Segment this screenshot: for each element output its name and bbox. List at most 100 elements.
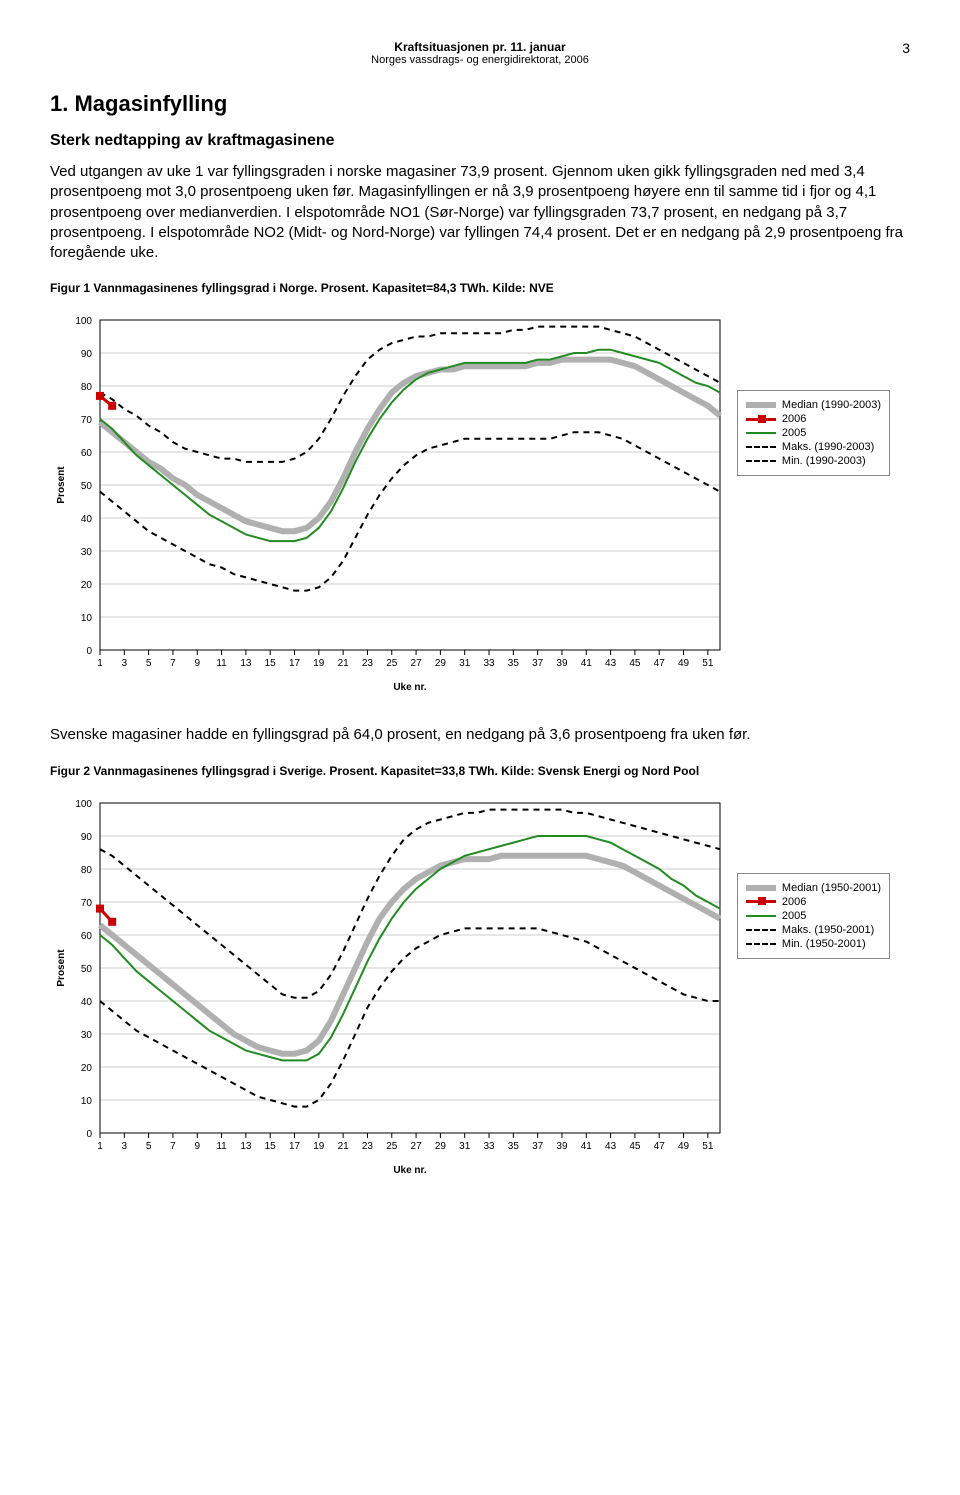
svg-text:70: 70 bbox=[81, 898, 93, 909]
svg-text:Prosent: Prosent bbox=[56, 466, 67, 504]
svg-text:25: 25 bbox=[386, 658, 398, 669]
page-header: Kraftsituasjonen pr. 11. januar Norges v… bbox=[50, 40, 910, 66]
page-number: 3 bbox=[902, 40, 910, 56]
svg-text:27: 27 bbox=[411, 1141, 423, 1152]
svg-text:27: 27 bbox=[411, 658, 423, 669]
svg-text:21: 21 bbox=[338, 1141, 350, 1152]
svg-text:5: 5 bbox=[146, 658, 152, 669]
section-body: Ved utgangen av uke 1 var fyllingsgraden… bbox=[50, 162, 910, 263]
svg-text:45: 45 bbox=[629, 1141, 641, 1152]
svg-text:39: 39 bbox=[556, 1141, 568, 1152]
svg-text:33: 33 bbox=[483, 1141, 495, 1152]
svg-text:29: 29 bbox=[435, 1141, 447, 1152]
svg-text:23: 23 bbox=[362, 1141, 374, 1152]
svg-text:35: 35 bbox=[508, 1141, 520, 1152]
svg-text:11: 11 bbox=[216, 658, 227, 669]
figure2-chart: 0102030405060708090100135791113151719212… bbox=[50, 788, 890, 1178]
svg-text:41: 41 bbox=[581, 1141, 593, 1152]
svg-text:29: 29 bbox=[435, 658, 447, 669]
svg-text:100: 100 bbox=[75, 799, 92, 810]
svg-text:37: 37 bbox=[532, 658, 544, 669]
svg-text:43: 43 bbox=[605, 1141, 617, 1152]
figure1-chart: 0102030405060708090100135791113151719212… bbox=[50, 305, 890, 695]
svg-text:47: 47 bbox=[654, 1141, 666, 1152]
svg-text:49: 49 bbox=[678, 658, 690, 669]
svg-text:33: 33 bbox=[483, 658, 495, 669]
svg-text:47: 47 bbox=[654, 658, 666, 669]
svg-text:17: 17 bbox=[289, 658, 301, 669]
svg-text:23: 23 bbox=[362, 658, 374, 669]
svg-text:39: 39 bbox=[556, 658, 568, 669]
svg-text:Prosent: Prosent bbox=[56, 948, 67, 986]
legend-item: Min. (1950-2001) bbox=[746, 938, 881, 950]
svg-text:50: 50 bbox=[81, 481, 93, 492]
svg-text:31: 31 bbox=[459, 1141, 471, 1152]
svg-text:90: 90 bbox=[81, 349, 93, 360]
svg-text:7: 7 bbox=[170, 658, 176, 669]
svg-text:37: 37 bbox=[532, 1141, 544, 1152]
legend-item: Maks. (1950-2001) bbox=[746, 924, 881, 936]
svg-text:10: 10 bbox=[81, 613, 93, 624]
svg-text:9: 9 bbox=[194, 1141, 200, 1152]
header-subtitle: Norges vassdrags- og energidirektorat, 2… bbox=[50, 54, 910, 66]
svg-text:1: 1 bbox=[97, 658, 103, 669]
svg-text:3: 3 bbox=[122, 658, 128, 669]
svg-text:21: 21 bbox=[338, 658, 350, 669]
svg-text:50: 50 bbox=[81, 964, 93, 975]
svg-text:31: 31 bbox=[459, 658, 471, 669]
svg-text:1: 1 bbox=[97, 1141, 103, 1152]
legend-item: Median (1990-2003) bbox=[746, 399, 881, 411]
svg-text:60: 60 bbox=[81, 448, 93, 459]
svg-text:80: 80 bbox=[81, 382, 93, 393]
mid-text: Svenske magasiner hadde en fyllingsgrad … bbox=[50, 725, 910, 745]
figure1-legend: Median (1990-2003)20062005Maks. (1990-20… bbox=[737, 390, 890, 476]
svg-text:13: 13 bbox=[240, 1141, 252, 1152]
svg-text:41: 41 bbox=[581, 658, 593, 669]
svg-text:25: 25 bbox=[386, 1141, 398, 1152]
svg-text:20: 20 bbox=[81, 1063, 93, 1074]
svg-text:Uke nr.: Uke nr. bbox=[393, 682, 427, 693]
svg-text:35: 35 bbox=[508, 658, 520, 669]
svg-text:90: 90 bbox=[81, 832, 93, 843]
svg-text:7: 7 bbox=[170, 1141, 176, 1152]
svg-text:0: 0 bbox=[86, 646, 92, 657]
svg-text:17: 17 bbox=[289, 1141, 301, 1152]
legend-item: 2005 bbox=[746, 910, 881, 922]
svg-text:60: 60 bbox=[81, 931, 93, 942]
svg-text:15: 15 bbox=[265, 1141, 277, 1152]
svg-text:15: 15 bbox=[265, 658, 277, 669]
svg-text:Uke nr.: Uke nr. bbox=[393, 1165, 427, 1176]
svg-text:51: 51 bbox=[702, 658, 714, 669]
legend-item: Median (1950-2001) bbox=[746, 882, 881, 894]
svg-text:20: 20 bbox=[81, 580, 93, 591]
legend-item: 2005 bbox=[746, 427, 881, 439]
legend-item: Min. (1990-2003) bbox=[746, 455, 881, 467]
legend-item: Maks. (1990-2003) bbox=[746, 441, 881, 453]
svg-text:19: 19 bbox=[313, 1141, 325, 1152]
svg-text:19: 19 bbox=[313, 658, 325, 669]
svg-text:45: 45 bbox=[629, 658, 641, 669]
svg-text:0: 0 bbox=[86, 1129, 92, 1140]
legend-item: 2006 bbox=[746, 896, 881, 908]
svg-text:9: 9 bbox=[194, 658, 200, 669]
svg-text:5: 5 bbox=[146, 1141, 152, 1152]
svg-text:43: 43 bbox=[605, 658, 617, 669]
svg-text:40: 40 bbox=[81, 514, 93, 525]
figure2-legend: Median (1950-2001) 2006 2005 Maks. (1950-20… bbox=[737, 873, 890, 959]
svg-text:3: 3 bbox=[122, 1141, 128, 1152]
figure2-caption: Figur 2 Vannmagasinenes fyllingsgrad i S… bbox=[50, 764, 910, 778]
svg-text:70: 70 bbox=[81, 415, 93, 426]
figure1-caption: Figur 1 Vannmagasinenes fyllingsgrad i N… bbox=[50, 281, 910, 295]
svg-text:30: 30 bbox=[81, 547, 93, 558]
svg-text:100: 100 bbox=[75, 316, 92, 327]
svg-text:40: 40 bbox=[81, 997, 93, 1008]
svg-text:13: 13 bbox=[240, 658, 252, 669]
svg-text:49: 49 bbox=[678, 1141, 690, 1152]
svg-text:51: 51 bbox=[702, 1141, 714, 1152]
svg-text:80: 80 bbox=[81, 865, 93, 876]
section-subtitle: Sterk nedtapping av kraftmagasinene bbox=[50, 132, 910, 150]
header-title: Kraftsituasjonen pr. 11. januar bbox=[50, 40, 910, 54]
svg-text:10: 10 bbox=[81, 1096, 93, 1107]
svg-text:11: 11 bbox=[216, 1141, 227, 1152]
section-heading: 1. Magasinfylling bbox=[50, 91, 910, 117]
